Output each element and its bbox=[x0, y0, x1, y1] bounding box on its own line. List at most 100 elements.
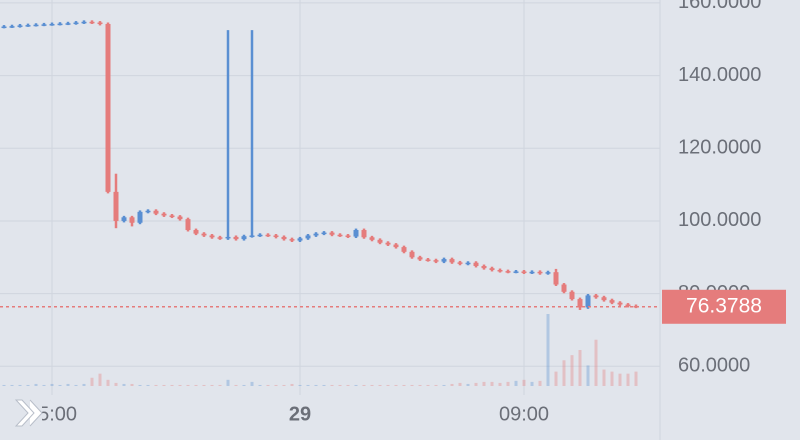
x-tick-label: 29 bbox=[289, 403, 311, 425]
volume-bar bbox=[218, 384, 222, 386]
candle-body bbox=[73, 22, 79, 25]
volume-bar bbox=[106, 379, 110, 386]
candle-body bbox=[233, 236, 239, 240]
candle-body bbox=[569, 291, 575, 300]
candle-body bbox=[457, 262, 463, 264]
candle-body bbox=[153, 210, 159, 214]
volume-bar bbox=[74, 384, 78, 386]
candle-body bbox=[297, 238, 303, 241]
candle-body bbox=[505, 271, 511, 273]
volume-bar bbox=[170, 384, 174, 386]
candle-body bbox=[97, 22, 103, 25]
volume-bar bbox=[466, 383, 470, 386]
volume-bar bbox=[226, 379, 230, 386]
volume-bar bbox=[546, 314, 550, 386]
candle-body bbox=[177, 216, 183, 220]
labels: 60.000080.0000100.0000120.0000140.000016… bbox=[14, 0, 786, 432]
volume-bar bbox=[330, 384, 334, 386]
candle-body bbox=[353, 230, 359, 237]
volume-bar bbox=[10, 384, 14, 386]
volume-bar bbox=[562, 360, 566, 386]
candle-body bbox=[329, 232, 335, 235]
candle-body bbox=[201, 233, 207, 236]
candle-body bbox=[441, 259, 447, 262]
volume-bar bbox=[266, 384, 270, 386]
volume-bar bbox=[410, 384, 414, 386]
volume-bar bbox=[322, 384, 326, 386]
candle-body bbox=[481, 265, 487, 269]
volume-bar bbox=[210, 384, 214, 386]
candle-body bbox=[601, 297, 607, 301]
candle-body bbox=[41, 24, 47, 26]
candle-body bbox=[553, 272, 559, 285]
volume-bar bbox=[434, 384, 438, 386]
candle-body bbox=[545, 272, 551, 274]
volume-bar bbox=[258, 384, 262, 386]
volume-bar bbox=[114, 382, 118, 386]
candle-body bbox=[433, 260, 439, 262]
volume-bar bbox=[90, 377, 94, 386]
candle-body bbox=[425, 259, 431, 261]
volume-bar bbox=[610, 371, 614, 386]
volume-bar bbox=[442, 384, 446, 386]
volume-bar bbox=[482, 381, 486, 386]
candle-body bbox=[289, 239, 295, 241]
volume-bar bbox=[250, 381, 254, 386]
volume-bar bbox=[34, 383, 38, 386]
candle-body bbox=[529, 271, 535, 274]
volume-bar bbox=[26, 384, 30, 386]
volume-bar bbox=[418, 384, 422, 386]
volume-bar bbox=[570, 355, 574, 386]
volume-bar bbox=[626, 373, 630, 386]
candle-body bbox=[145, 210, 151, 213]
volume-bar bbox=[498, 382, 502, 386]
volume-bar bbox=[538, 380, 542, 386]
volume-bar bbox=[274, 384, 278, 386]
volume-bar bbox=[362, 384, 366, 386]
candle-body bbox=[337, 234, 343, 237]
candle-body bbox=[273, 235, 279, 237]
candle-body bbox=[89, 21, 95, 24]
candle-body bbox=[577, 299, 583, 308]
volume-bar bbox=[154, 384, 158, 386]
volume-bar bbox=[98, 373, 102, 386]
candle-body bbox=[465, 262, 471, 265]
candle-body bbox=[249, 235, 255, 237]
candle-body bbox=[361, 230, 367, 238]
candle-body bbox=[225, 236, 231, 239]
volume-bar bbox=[554, 371, 558, 386]
volume-bar bbox=[194, 384, 198, 386]
candle-body bbox=[57, 23, 63, 26]
candle-body bbox=[401, 247, 407, 252]
y-tick-label: 100.0000 bbox=[678, 209, 761, 231]
volume-bar bbox=[162, 384, 166, 386]
volume-bar bbox=[202, 384, 206, 386]
candle-body bbox=[81, 21, 87, 24]
candle-body bbox=[385, 242, 391, 245]
candle-body bbox=[585, 295, 591, 308]
candle-body bbox=[305, 235, 311, 239]
volume-bar bbox=[506, 381, 510, 386]
candle-body bbox=[9, 26, 15, 28]
x-tick-label: 09:00 bbox=[499, 403, 549, 425]
volume-bar bbox=[514, 380, 518, 386]
candle-body bbox=[409, 251, 415, 258]
y-tick-label: 160.0000 bbox=[678, 0, 761, 13]
volume-bar bbox=[298, 384, 302, 386]
volume-bar bbox=[586, 365, 590, 386]
candle-body bbox=[513, 271, 519, 273]
volume-bar bbox=[18, 384, 22, 386]
volume-bar bbox=[426, 384, 430, 386]
volume-bar bbox=[122, 383, 126, 386]
candle-body bbox=[65, 23, 71, 25]
volume-bar bbox=[82, 383, 86, 386]
volume-bar bbox=[530, 381, 534, 386]
y-tick-label: 60.0000 bbox=[678, 355, 750, 377]
candle-body bbox=[521, 271, 527, 273]
y-tick-label: 120.0000 bbox=[678, 137, 761, 159]
logo bbox=[14, 396, 43, 432]
volume-bar bbox=[178, 384, 182, 386]
volume-bar bbox=[354, 384, 358, 386]
